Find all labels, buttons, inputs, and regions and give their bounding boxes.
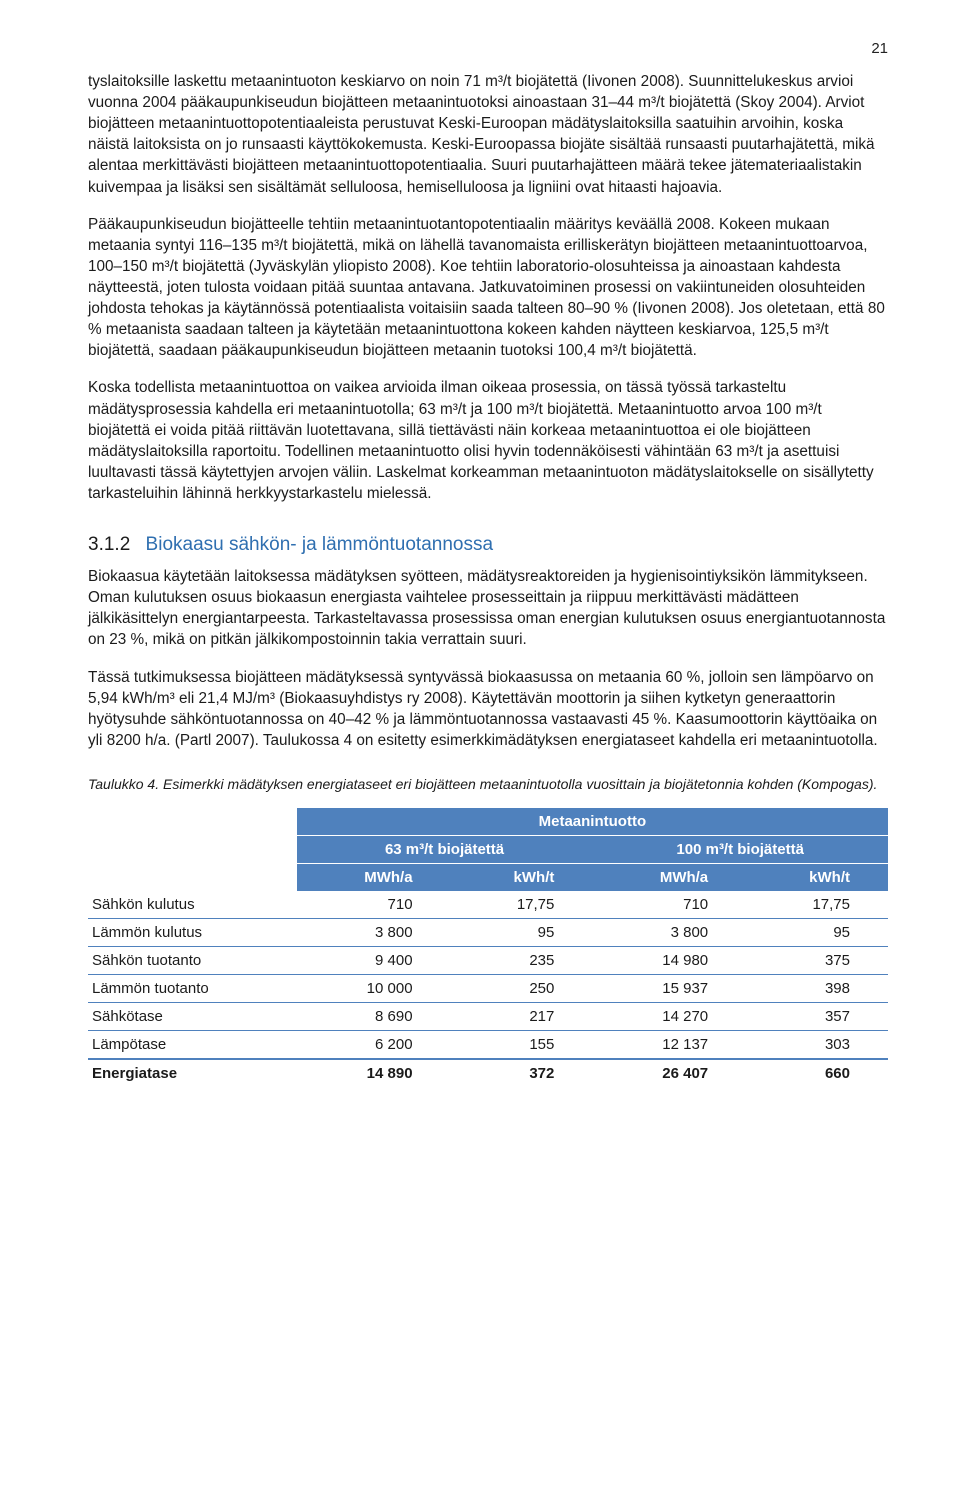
- row-label: Lämmön kulutus: [88, 918, 297, 946]
- table-row: Lämpötase 6 200 155 12 137 303: [88, 1030, 888, 1059]
- row-val: 3 800: [592, 918, 746, 946]
- table-row: Sähkötase 8 690 217 14 270 357: [88, 1002, 888, 1030]
- table-group-1: 63 m³/t biojätettä: [297, 835, 593, 863]
- row-label: Energiatase: [88, 1059, 297, 1087]
- row-label: Sähkön kulutus: [88, 891, 297, 919]
- row-val: 235: [451, 946, 593, 974]
- row-label: Sähkön tuotanto: [88, 946, 297, 974]
- row-val: 95: [746, 918, 888, 946]
- row-val: 660: [746, 1059, 888, 1087]
- row-val: 10 000: [297, 974, 451, 1002]
- table-col-1: MWh/a: [297, 863, 451, 891]
- row-val: 6 200: [297, 1030, 451, 1059]
- row-val: 398: [746, 974, 888, 1002]
- section-heading: 3.1.2 Biokaasu sähkön- ja lämmöntuotanno…: [88, 534, 888, 556]
- table-header-row-3: MWh/a kWh/t MWh/a kWh/t: [88, 863, 888, 891]
- section-title: Biokaasu sähkön- ja lämmöntuotannossa: [146, 534, 493, 555]
- body-paragraph-2: Pääkaupunkiseudun biojätteelle tehtiin m…: [88, 214, 888, 362]
- body-paragraph-1: tyslaitoksille laskettu metaanintuoton k…: [88, 71, 888, 198]
- page-number: 21: [88, 40, 888, 57]
- body-paragraph-5: Tässä tutkimuksessa biojätteen mädätykse…: [88, 667, 888, 751]
- row-val: 12 137: [592, 1030, 746, 1059]
- row-val: 17,75: [746, 891, 888, 919]
- table-col-3: MWh/a: [592, 863, 746, 891]
- row-val: 95: [451, 918, 593, 946]
- table-row: Sähkön kulutus 710 17,75 710 17,75: [88, 891, 888, 919]
- table-col-4: kWh/t: [746, 863, 888, 891]
- table-group-2: 100 m³/t biojätettä: [592, 835, 888, 863]
- row-val: 9 400: [297, 946, 451, 974]
- row-label: Lämmön tuotanto: [88, 974, 297, 1002]
- table-header-row-2: 63 m³/t biojätettä 100 m³/t biojätettä: [88, 835, 888, 863]
- energy-balance-table: Metaanintuotto 63 m³/t biojätettä 100 m³…: [88, 808, 888, 1087]
- row-val: 375: [746, 946, 888, 974]
- row-val: 710: [297, 891, 451, 919]
- table-row-total: Energiatase 14 890 372 26 407 660: [88, 1059, 888, 1087]
- row-label: Sähkötase: [88, 1002, 297, 1030]
- row-val: 710: [592, 891, 746, 919]
- table-caption: Taulukko 4. Esimerkki mädätyksen energia…: [88, 775, 888, 794]
- table-row: Sähkön tuotanto 9 400 235 14 980 375: [88, 946, 888, 974]
- row-val: 17,75: [451, 891, 593, 919]
- table-row: Lämmön tuotanto 10 000 250 15 937 398: [88, 974, 888, 1002]
- table-col-2: kWh/t: [451, 863, 593, 891]
- row-val: 3 800: [297, 918, 451, 946]
- row-val: 8 690: [297, 1002, 451, 1030]
- section-number: 3.1.2: [88, 534, 130, 555]
- row-val: 357: [746, 1002, 888, 1030]
- row-val: 217: [451, 1002, 593, 1030]
- body-paragraph-3: Koska todellista metaanintuottoa on vaik…: [88, 377, 888, 504]
- page: 21 tyslaitoksille laskettu metaanintuoto…: [0, 0, 960, 1147]
- row-val: 26 407: [592, 1059, 746, 1087]
- row-val: 250: [451, 974, 593, 1002]
- row-val: 14 980: [592, 946, 746, 974]
- table-header-top: Metaanintuotto: [297, 808, 888, 836]
- row-val: 14 270: [592, 1002, 746, 1030]
- row-val: 372: [451, 1059, 593, 1087]
- row-val: 14 890: [297, 1059, 451, 1087]
- row-val: 155: [451, 1030, 593, 1059]
- row-label: Lämpötase: [88, 1030, 297, 1059]
- body-paragraph-4: Biokaasua käytetään laitoksessa mädätyks…: [88, 566, 888, 650]
- table-row: Lämmön kulutus 3 800 95 3 800 95: [88, 918, 888, 946]
- row-val: 15 937: [592, 974, 746, 1002]
- table-header-row-1: Metaanintuotto: [88, 808, 888, 836]
- row-val: 303: [746, 1030, 888, 1059]
